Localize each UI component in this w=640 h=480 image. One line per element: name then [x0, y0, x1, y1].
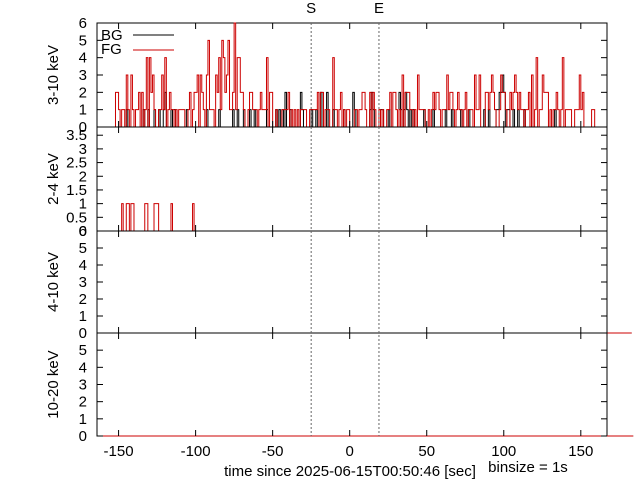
y-tick-label: 0.5 [66, 209, 87, 226]
legend-fg-label: FG [101, 41, 122, 58]
y-axis-label: 2-4 keV [45, 153, 62, 205]
y-tick-label: 0 [79, 325, 87, 342]
x-tick-label: -100 [181, 443, 211, 460]
y-tick-label: 6 [79, 15, 87, 32]
y-tick-label: 1 [79, 102, 87, 119]
y-tick-label: 1 [79, 196, 87, 213]
y-tick-label: 2 [79, 291, 87, 308]
y-tick-label: 4 [79, 359, 87, 376]
x-tick-label: 100 [491, 443, 516, 460]
y-tick-label: 0 [79, 119, 87, 136]
y-tick-label: 1.5 [66, 182, 87, 199]
y-tick-label: 2.5 [66, 155, 87, 172]
x-tick-label: 150 [568, 443, 593, 460]
y-tick-label: 3 [79, 377, 87, 394]
y-tick-label: 3 [79, 67, 87, 84]
y-tick-label: 6 [79, 223, 87, 240]
x-axis-label: time since 2025-06-15T00:50:46 [sec] [224, 463, 476, 480]
y-tick-label: 5 [79, 32, 87, 49]
binsize-label: binsize = 1s [488, 459, 568, 476]
y-axis-label: 4-10 keV [45, 252, 62, 312]
y-tick-label: 3 [79, 141, 87, 158]
y-tick-label: 4 [79, 50, 87, 67]
y-tick-label: 1 [79, 411, 87, 428]
legend: BG FG [101, 27, 174, 58]
y-tick-label: 3 [79, 274, 87, 291]
x-tick-label: 0 [346, 443, 354, 460]
y-tick-label: 5 [79, 240, 87, 257]
x-tick-labels: -150 -100 -50 0 50 100 150 [104, 443, 594, 460]
x-tick-label: -50 [262, 443, 284, 460]
y-tick-label: 1 [79, 308, 87, 325]
x-tick-label: 50 [418, 443, 435, 460]
x-tick-label: -150 [104, 443, 134, 460]
event-markers [310, 23, 380, 436]
y-axis-label: 3-10 keV [45, 45, 62, 105]
y-axis-label: 10-20 keV [45, 350, 62, 418]
y-tick-label: 0 [79, 223, 87, 240]
legend-bg-label: BG [101, 27, 123, 44]
y-tick-label: 3.5 [66, 127, 87, 144]
y-tick-label: 4 [79, 257, 87, 274]
y-tick-label: 5 [79, 342, 87, 359]
y-tick-label: 2 [79, 168, 87, 185]
y-tick-label: 2 [79, 394, 87, 411]
marker-s-label: S [306, 0, 316, 17]
y-tick-label: 0 [79, 428, 87, 445]
marker-e-label: E [374, 0, 384, 17]
y-tick-label: 2 [79, 84, 87, 101]
